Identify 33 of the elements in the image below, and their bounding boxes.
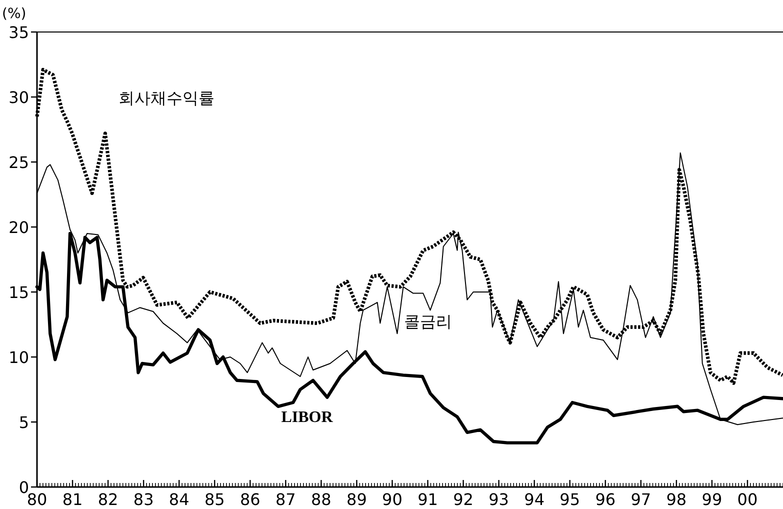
series-label: 회사채수익률 bbox=[118, 88, 215, 108]
x-tick-label: 96 bbox=[595, 490, 616, 509]
y-tick-label: 10 bbox=[8, 348, 29, 367]
x-tick-label: 81 bbox=[62, 490, 83, 509]
y-tick-label: 5 bbox=[18, 413, 29, 432]
x-tick-label: 82 bbox=[98, 490, 118, 509]
x-tick-label: 98 bbox=[666, 490, 687, 509]
series-label: LIBOR bbox=[281, 409, 334, 426]
x-tick-label: 00 bbox=[737, 490, 758, 509]
x-tick-label: 90 bbox=[382, 490, 402, 509]
series-label: 콜금리 bbox=[404, 312, 452, 332]
x-tick-label: 97 bbox=[630, 490, 652, 509]
x-tick-label: 83 bbox=[133, 490, 154, 509]
x-tick-label: 91 bbox=[418, 490, 438, 509]
x-tick-label: 87 bbox=[275, 490, 296, 509]
x-tick-label: 92 bbox=[453, 490, 474, 509]
x-tick-label: 89 bbox=[346, 490, 367, 509]
y-tick-label: 20 bbox=[8, 218, 29, 237]
x-tick-label: 95 bbox=[560, 490, 580, 509]
x-tick-label: 94 bbox=[524, 490, 545, 509]
x-tick-label: 88 bbox=[311, 490, 332, 509]
x-tick-label: 93 bbox=[488, 490, 509, 509]
x-tick-label: 84 bbox=[168, 490, 190, 509]
y-tick-label: 35 bbox=[8, 23, 29, 42]
x-tick-label: 85 bbox=[204, 490, 225, 509]
x-tick-label: 99 bbox=[702, 490, 722, 509]
y-tick-label: 15 bbox=[8, 283, 29, 302]
y-tick-label: 25 bbox=[8, 153, 29, 172]
y-tick-label: 0 bbox=[18, 478, 29, 497]
x-tick-label: 80 bbox=[26, 490, 48, 509]
x-tick-label: 86 bbox=[240, 490, 260, 509]
y-axis-title: (%) bbox=[2, 6, 26, 22]
y-tick-label: 30 bbox=[8, 88, 29, 107]
